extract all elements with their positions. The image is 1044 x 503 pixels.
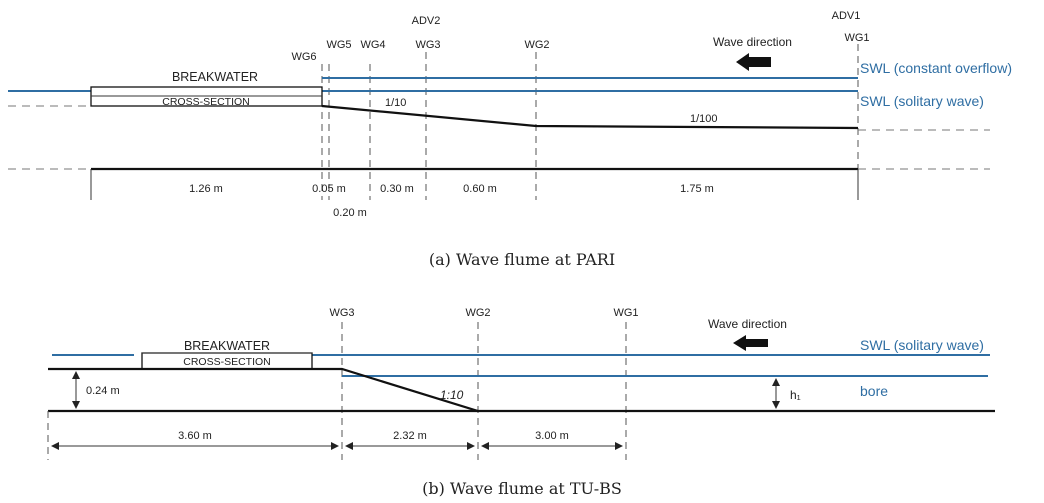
breakwater-label-a: BREAKWATER (172, 70, 258, 84)
dimension-label-1-26: 1.26 m (189, 183, 223, 195)
dimension-label-3-00: 3.00 m (535, 430, 569, 442)
cross-section-label-a: CROSS-SECTION (162, 96, 250, 108)
wave-direction-label-b: Wave direction (708, 317, 787, 331)
dimension-label-0-20: 0.20 m (333, 207, 367, 219)
gauge-label-adv2: ADV2 (412, 15, 441, 27)
panel-a: BREAKWATER CROSS-SECTION 1/10 1/100 WG6 … (8, 10, 1012, 269)
swl-overflow-label: SWL (constant overflow) (860, 60, 1012, 76)
height-label-0-24: 0.24 m (86, 385, 120, 397)
slope-label-1-100: 1/100 (690, 113, 718, 125)
gauge-label-wg4: WG4 (360, 39, 385, 51)
gauge-label-wg1: WG1 (844, 32, 869, 44)
wave-direction-label-a: Wave direction (713, 35, 792, 49)
gauge-label-wg2: WG2 (524, 39, 549, 51)
swl-solitary-label-b: SWL (solitary wave) (860, 337, 984, 353)
swl-solitary-label-a: SWL (solitary wave) (860, 93, 984, 109)
wave-direction-arrow-icon-b (733, 335, 768, 351)
cross-section-label-b: CROSS-SECTION (183, 356, 271, 368)
dimension-label-2-32: 2.32 m (393, 430, 427, 442)
h1-label: h₁ (790, 388, 801, 402)
gauge-label-b-wg1: WG1 (613, 307, 638, 319)
bathymetry-profile-a (321, 104, 859, 130)
bathymetry-profile-b (48, 367, 995, 413)
gauge-label-b-wg3: WG3 (329, 307, 354, 319)
slope-label-1-10-b: 1:10 (440, 388, 464, 402)
gauge-label-b-wg2: WG2 (465, 307, 490, 319)
panel-b: BREAKWATER CROSS-SECTION 1:10 0.24 m h₁ … (47, 307, 995, 498)
dimension-label-1-75: 1.75 m (680, 183, 714, 195)
wave-direction-arrow-icon (736, 53, 771, 71)
gauge-label-wg5: WG5 (326, 39, 351, 51)
dimension-label-0-05: 0.05 m (312, 183, 346, 195)
dimension-label-3-60: 3.60 m (178, 430, 212, 442)
breakwater-label-b: BREAKWATER (184, 339, 270, 353)
gauge-label-wg6: WG6 (291, 51, 316, 63)
dimension-label-0-60: 0.60 m (463, 183, 497, 195)
dimension-label-0-30: 0.30 m (380, 183, 414, 195)
caption-b: (b) Wave flume at TU-BS (422, 479, 622, 498)
gauge-label-adv1: ADV1 (832, 10, 861, 22)
caption-a: (a) Wave flume at PARI (429, 250, 615, 269)
gauge-label-wg3: WG3 (415, 39, 440, 51)
bore-label: bore (860, 383, 888, 399)
slope-label-1-10: 1/10 (385, 97, 406, 109)
